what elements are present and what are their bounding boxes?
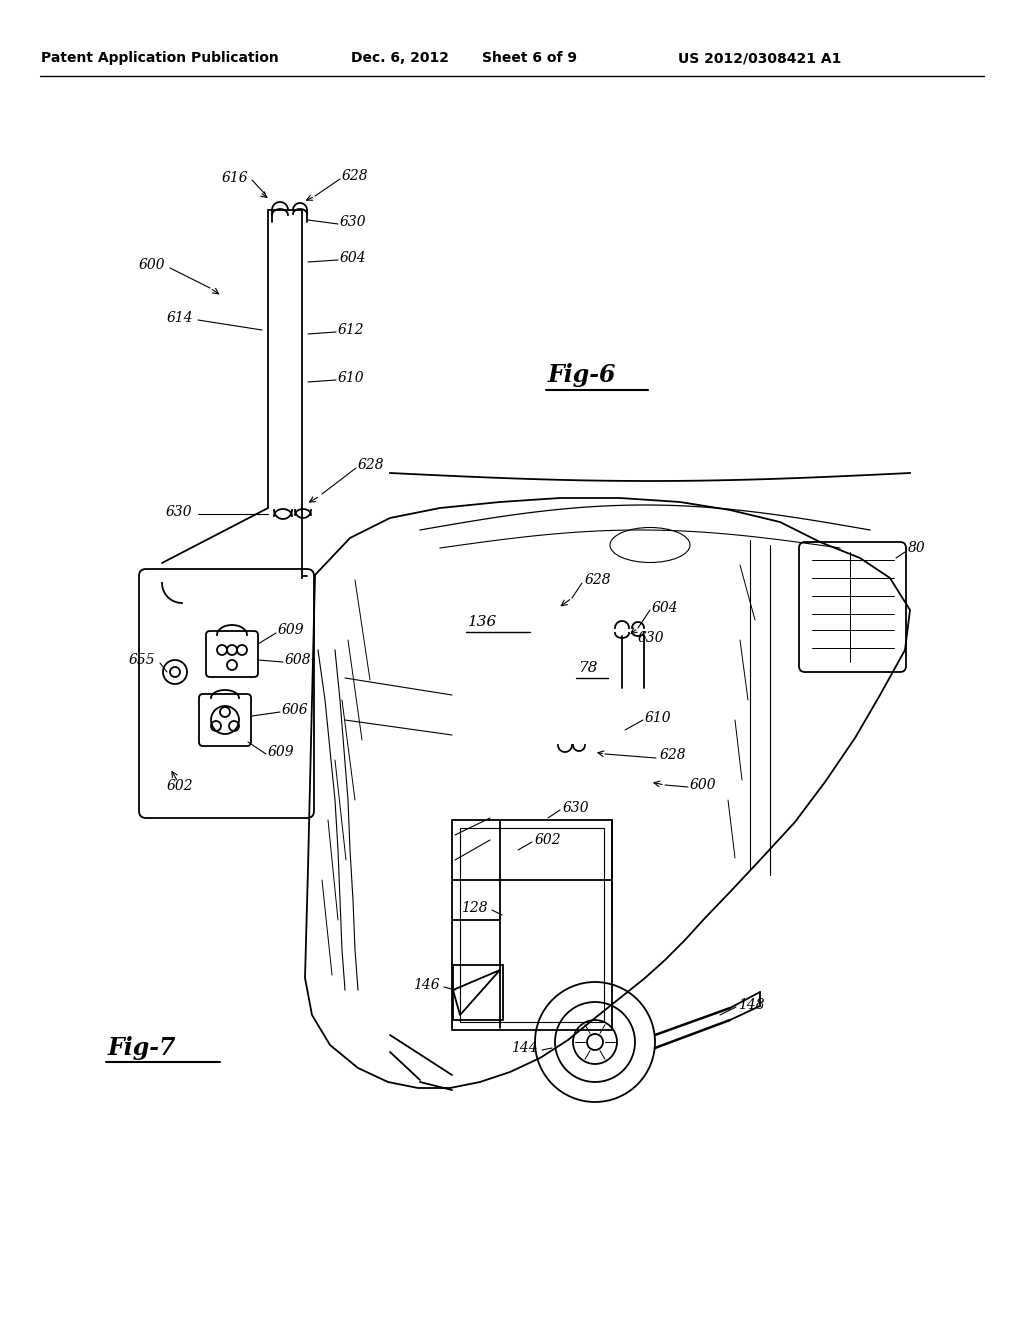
Text: 630: 630 xyxy=(340,215,367,228)
Text: 610: 610 xyxy=(338,371,365,385)
Text: 628: 628 xyxy=(342,169,369,183)
Text: 628: 628 xyxy=(660,748,687,762)
Text: 630: 630 xyxy=(638,631,665,645)
Text: 628: 628 xyxy=(358,458,385,473)
Text: 630: 630 xyxy=(563,801,590,814)
Text: 655: 655 xyxy=(128,653,155,667)
Text: 128: 128 xyxy=(462,902,488,915)
Text: 602: 602 xyxy=(535,833,561,847)
Text: 609: 609 xyxy=(268,744,295,759)
Text: 148: 148 xyxy=(738,998,765,1012)
Text: 80: 80 xyxy=(908,541,926,554)
Text: 606: 606 xyxy=(282,704,308,717)
Text: 136: 136 xyxy=(468,615,498,630)
Text: 609: 609 xyxy=(278,623,304,638)
Text: 146: 146 xyxy=(414,978,440,993)
Text: 612: 612 xyxy=(338,323,365,337)
Text: Patent Application Publication: Patent Application Publication xyxy=(41,51,279,65)
Bar xyxy=(453,965,503,1020)
Text: Fig-7: Fig-7 xyxy=(108,1036,176,1060)
Text: Dec. 6, 2012: Dec. 6, 2012 xyxy=(351,51,449,65)
Text: 144: 144 xyxy=(511,1041,538,1055)
Text: 628: 628 xyxy=(585,573,611,587)
Text: 614: 614 xyxy=(166,312,193,325)
Text: Fig-6: Fig-6 xyxy=(548,363,616,387)
Bar xyxy=(452,820,612,1030)
Text: 600: 600 xyxy=(138,257,165,272)
Text: 604: 604 xyxy=(340,251,367,265)
Text: 608: 608 xyxy=(285,653,311,667)
Text: Sheet 6 of 9: Sheet 6 of 9 xyxy=(482,51,578,65)
Text: 630: 630 xyxy=(165,506,193,519)
Text: 602: 602 xyxy=(167,779,194,793)
Bar xyxy=(460,828,604,1022)
Text: US 2012/0308421 A1: US 2012/0308421 A1 xyxy=(678,51,842,65)
Text: 616: 616 xyxy=(221,172,248,185)
Text: 610: 610 xyxy=(645,711,672,725)
Text: 600: 600 xyxy=(690,777,717,792)
Text: 604: 604 xyxy=(652,601,679,615)
Text: 78: 78 xyxy=(578,661,597,675)
